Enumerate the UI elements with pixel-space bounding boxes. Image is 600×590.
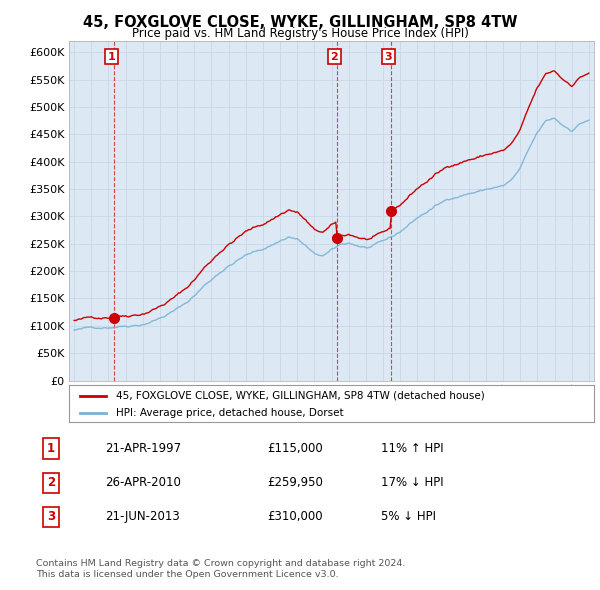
Text: 45, FOXGLOVE CLOSE, WYKE, GILLINGHAM, SP8 4TW (detached house): 45, FOXGLOVE CLOSE, WYKE, GILLINGHAM, SP… xyxy=(116,391,485,401)
Text: 21-APR-1997: 21-APR-1997 xyxy=(105,442,181,455)
Text: £259,950: £259,950 xyxy=(267,476,323,489)
Text: 26-APR-2010: 26-APR-2010 xyxy=(105,476,181,489)
Text: 45, FOXGLOVE CLOSE, WYKE, GILLINGHAM, SP8 4TW: 45, FOXGLOVE CLOSE, WYKE, GILLINGHAM, SP… xyxy=(83,15,517,30)
Text: £115,000: £115,000 xyxy=(267,442,323,455)
Text: 3: 3 xyxy=(385,51,392,61)
Text: 5% ↓ HPI: 5% ↓ HPI xyxy=(381,510,436,523)
Text: 17% ↓ HPI: 17% ↓ HPI xyxy=(381,476,443,489)
Text: £310,000: £310,000 xyxy=(267,510,323,523)
Text: 1: 1 xyxy=(47,442,55,455)
Text: Price paid vs. HM Land Registry's House Price Index (HPI): Price paid vs. HM Land Registry's House … xyxy=(131,27,469,40)
Text: Contains HM Land Registry data © Crown copyright and database right 2024.: Contains HM Land Registry data © Crown c… xyxy=(36,559,406,568)
Text: 2: 2 xyxy=(331,51,338,61)
Text: 11% ↑ HPI: 11% ↑ HPI xyxy=(381,442,443,455)
Text: This data is licensed under the Open Government Licence v3.0.: This data is licensed under the Open Gov… xyxy=(36,571,338,579)
Text: HPI: Average price, detached house, Dorset: HPI: Average price, detached house, Dors… xyxy=(116,408,344,418)
Text: 3: 3 xyxy=(47,510,55,523)
Text: 1: 1 xyxy=(107,51,115,61)
Text: 21-JUN-2013: 21-JUN-2013 xyxy=(105,510,180,523)
Text: 2: 2 xyxy=(47,476,55,489)
